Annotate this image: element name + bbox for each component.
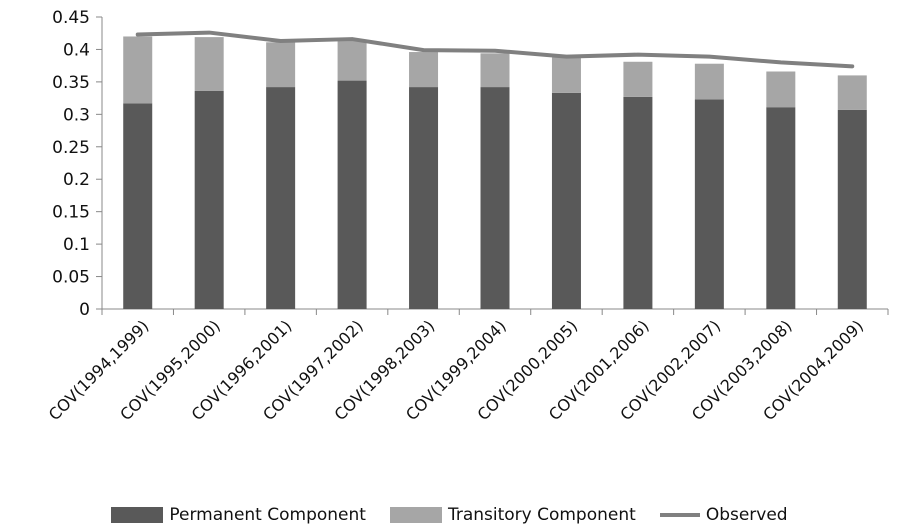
bar-transitory-component <box>623 61 653 97</box>
y-tick-label: 0.15 <box>52 203 90 223</box>
bar-permanent-component <box>409 87 439 309</box>
y-tick-label: 0.25 <box>52 138 90 158</box>
bar-permanent-component <box>551 92 581 309</box>
bar-permanent-component <box>766 107 796 309</box>
legend-item-observed: Observed <box>659 505 788 525</box>
y-tick-label: 0.3 <box>63 105 90 125</box>
bar-permanent-component <box>266 87 296 309</box>
bar-permanent-component <box>623 96 653 310</box>
stacked-bar-chart: 0 0.05 0.1 0.15 0.2 0.25 0.3 0.35 0.4 0.45 COV(19… <box>45 8 889 424</box>
legend-swatch-permanent <box>111 507 164 523</box>
x-axis: COV(1994,1999)COV(1995,2000)COV(1996,200… <box>45 308 889 424</box>
y-tick-label: 0.05 <box>52 268 90 288</box>
bar-permanent-component <box>694 99 724 309</box>
bar-transitory-component <box>837 75 867 110</box>
bar-transitory-component <box>337 39 367 81</box>
bar-transitory-component <box>694 63 724 100</box>
bar-transitory-component <box>409 52 439 88</box>
y-tick-label: 0.35 <box>52 73 90 93</box>
bar-transitory-component <box>480 53 510 88</box>
legend-label-permanent: Permanent Component <box>169 505 366 525</box>
bar-transitory-component <box>551 57 581 93</box>
bar-permanent-component <box>837 109 867 310</box>
bar-transitory-component <box>123 36 153 104</box>
bar-permanent-component <box>123 103 153 310</box>
y-tick-label: 0.1 <box>63 235 90 255</box>
legend-label-observed: Observed <box>705 505 788 525</box>
legend-item-permanent: Permanent Component <box>111 505 366 525</box>
bar-transitory-component <box>766 71 796 108</box>
bar-permanent-component <box>337 80 367 309</box>
legend-swatch-transitory <box>389 507 442 523</box>
y-tick-label: 0.45 <box>52 8 90 28</box>
bar-permanent-component <box>194 90 224 310</box>
bar-transitory-component <box>266 42 296 88</box>
y-axis: 0 0.05 0.1 0.15 0.2 0.25 0.3 0.35 0.4 0.45 <box>52 8 103 320</box>
y-tick-label: 0 <box>79 300 90 320</box>
legend-label-transitory: Transitory Component <box>447 505 636 525</box>
bar-permanent-component <box>480 87 510 309</box>
observed-line-group <box>135 30 855 69</box>
legend: Permanent Component Transitory Component… <box>0 502 899 528</box>
bar-transitory-component <box>194 37 224 91</box>
bars <box>123 36 867 310</box>
legend-swatch-observed <box>659 513 700 517</box>
y-tick-label: 0.4 <box>63 40 90 60</box>
y-tick-label: 0.2 <box>63 170 90 190</box>
legend-item-transitory: Transitory Component <box>389 505 636 525</box>
